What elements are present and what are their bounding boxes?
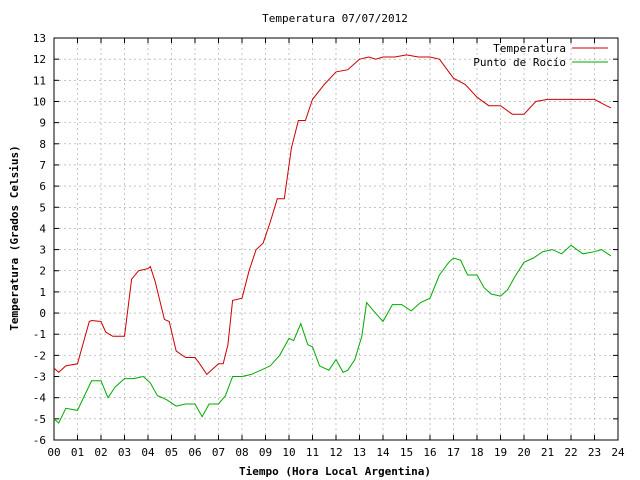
y-tick-label: 12 <box>33 53 46 66</box>
x-tick-label: 03 <box>118 446 131 459</box>
x-tick-label: 13 <box>353 446 366 459</box>
y-tick-label: 10 <box>33 95 46 108</box>
series-line-temperatura <box>53 54 612 376</box>
x-tick-label: 20 <box>517 446 530 459</box>
x-tick-label: 04 <box>141 446 155 459</box>
x-tick-label: 17 <box>447 446 460 459</box>
y-tick-label: 7 <box>39 159 46 172</box>
x-tick-label: 10 <box>282 446 295 459</box>
y-tick-label: 4 <box>39 222 46 235</box>
x-tick-label: 19 <box>494 446 507 459</box>
y-tick-label: 13 <box>33 32 46 45</box>
x-tick-label: 14 <box>376 446 390 459</box>
x-tick-label: 11 <box>306 446 319 459</box>
x-tick-label: 22 <box>564 446 577 459</box>
legend-label: Temperatura <box>493 42 566 55</box>
y-tick-label: 5 <box>39 201 46 214</box>
axis-ticks: 00 01 02 03 04 05 06 07 08 09 10 11 12 13 14 15 16 17 18 19… <box>33 32 625 459</box>
y-tick-label: 3 <box>39 244 46 257</box>
y-tick-label: -5 <box>33 413 46 426</box>
chart-series <box>53 54 612 424</box>
y-axis-title: Temperatura (Grados Celsius) <box>8 145 21 330</box>
x-tick-label: 12 <box>329 446 342 459</box>
y-tick-label: -4 <box>33 392 47 405</box>
y-tick-label: 1 <box>39 286 46 299</box>
x-tick-label: 21 <box>541 446 554 459</box>
x-tick-label: 18 <box>470 446 483 459</box>
x-tick-label: 24 <box>611 446 625 459</box>
y-tick-label: -2 <box>33 349 46 362</box>
chart-grid <box>54 38 618 440</box>
y-tick-label: -3 <box>33 371 46 384</box>
y-tick-label: -1 <box>33 328 46 341</box>
x-tick-label: 08 <box>235 446 248 459</box>
y-tick-label: 11 <box>33 74 46 87</box>
y-tick-label: 8 <box>39 138 46 151</box>
x-tick-label: 23 <box>588 446 601 459</box>
x-tick-label: 05 <box>165 446 178 459</box>
x-tick-label: 02 <box>94 446 107 459</box>
y-tick-label: 2 <box>39 265 46 278</box>
x-tick-label: 15 <box>400 446 413 459</box>
x-tick-label: 00 <box>47 446 60 459</box>
chart-title: Temperatura 07/07/2012 <box>262 12 408 25</box>
x-tick-label: 16 <box>423 446 436 459</box>
series-line-punto-de-rocio <box>53 244 612 424</box>
x-tick-label: 06 <box>188 446 201 459</box>
y-tick-label: 6 <box>39 180 46 193</box>
legend-label: Punto de Rocío <box>473 56 566 69</box>
x-tick-label: 01 <box>71 446 84 459</box>
x-axis-title: Tiempo (Hora Local Argentina) <box>239 465 431 478</box>
y-tick-label: 0 <box>39 307 46 320</box>
y-tick-label: 9 <box>39 117 46 130</box>
y-tick-label: -6 <box>33 434 46 447</box>
x-tick-label: 07 <box>212 446 225 459</box>
x-tick-label: 09 <box>259 446 272 459</box>
